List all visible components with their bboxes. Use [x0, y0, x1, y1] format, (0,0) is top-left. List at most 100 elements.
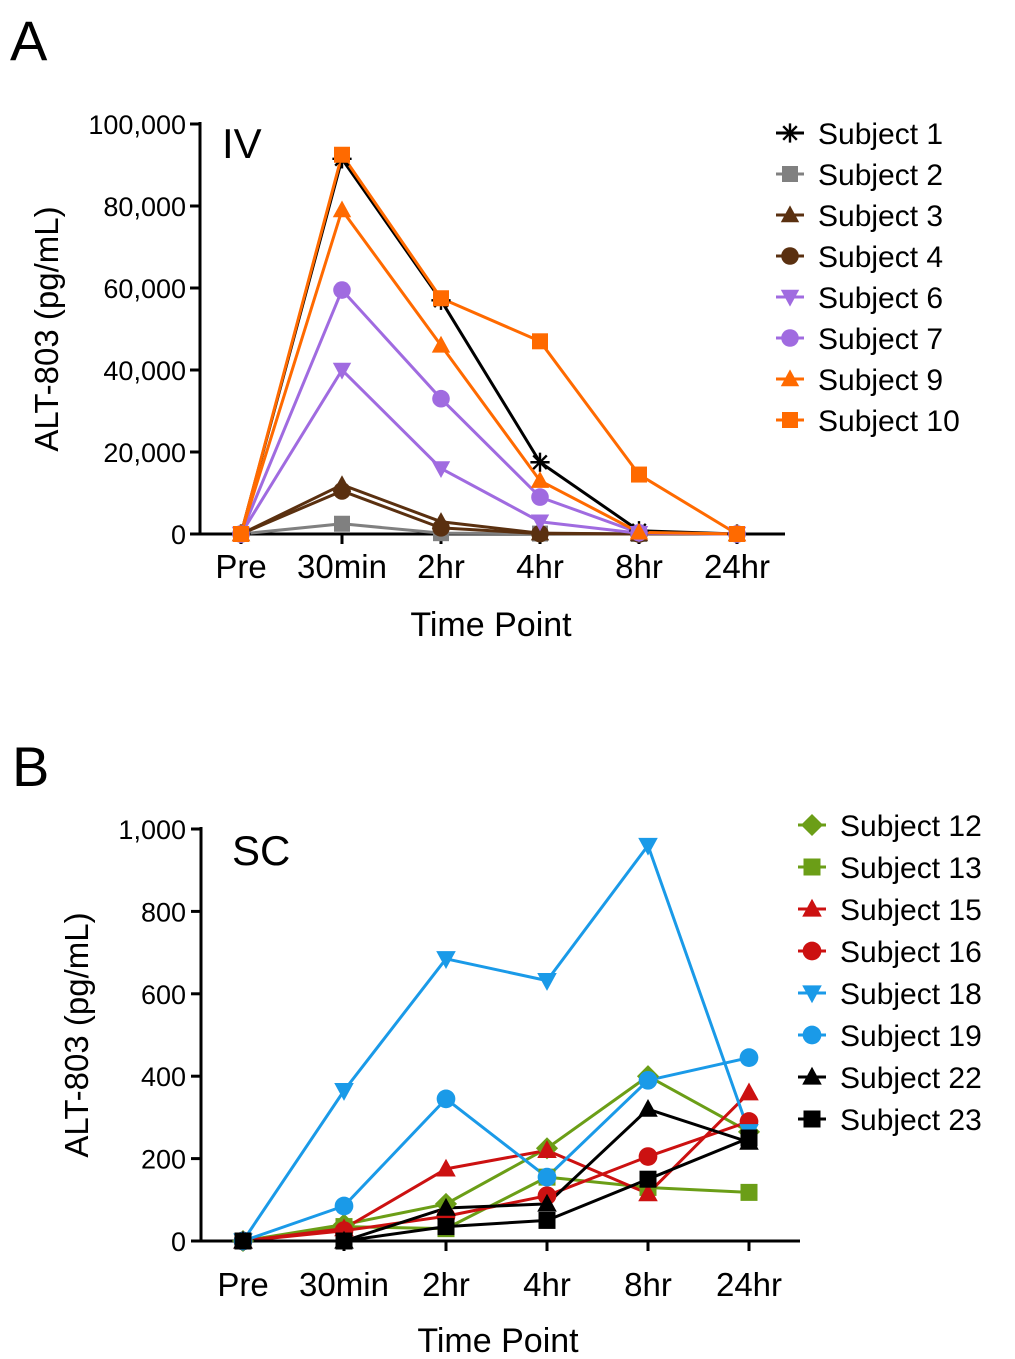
legend-item: Subject 2 — [776, 159, 943, 192]
y-tick-label: 80,000 — [103, 192, 186, 222]
legend-marker — [802, 1066, 822, 1085]
data-point-subject-18 — [436, 951, 456, 969]
legend-marker — [780, 205, 800, 223]
data-point-subject-13 — [740, 1183, 758, 1201]
y-axis-label-b: ALT-803 (pg/mL) — [58, 912, 95, 1157]
legend-marker — [780, 123, 800, 143]
data-point-subject-15 — [638, 1183, 658, 1202]
legend-marker — [802, 985, 822, 1004]
data-point-subject-19 — [334, 1196, 354, 1216]
data-point-subject-15 — [537, 1140, 557, 1159]
y-axis-label-a: ALT-803 (pg/mL) — [28, 206, 65, 451]
y-tick-label: 200 — [141, 1145, 186, 1175]
data-point-subject-7 — [432, 389, 450, 408]
y-tick-label: 800 — [141, 897, 186, 927]
data-point-subject-22 — [537, 1193, 557, 1212]
data-point-subject-4 — [333, 482, 351, 500]
y-tick-label: 400 — [141, 1062, 186, 1092]
data-point-subject-15 — [739, 1082, 759, 1101]
legend-item: Subject 22 — [798, 1062, 982, 1095]
legend-marker — [802, 941, 822, 961]
legend-marker — [781, 247, 799, 265]
x-tick-label: 4hr — [516, 548, 564, 585]
legend-marker — [780, 289, 800, 307]
legend-item: Subject 10 — [776, 405, 960, 438]
series-line-subject-10 — [239, 153, 738, 536]
data-point-subject-10 — [433, 290, 449, 307]
series-line-subject-9 — [239, 208, 738, 536]
legend-marker — [782, 412, 798, 428]
series-line-subject-18 — [241, 843, 751, 1242]
data-point-subject-23 — [437, 1218, 455, 1236]
series-line-subject-13 — [242, 1175, 750, 1243]
x-axis-label-b: Time Point — [417, 1322, 579, 1359]
data-point-subject-9 — [530, 471, 550, 488]
x-tick-label: 4hr — [523, 1266, 571, 1303]
legend: Subject 1 Subject 2 Subject 3 Subject 4 Subj… — [776, 118, 960, 438]
legend-label: Subject 22 — [840, 1062, 982, 1095]
legend: Subject 12 Subject 13 Subject 15 Subject 16… — [798, 810, 982, 1137]
annotation-a: IV — [222, 120, 262, 167]
y-tick-label: 600 — [141, 980, 186, 1010]
legend-item: Subject 4 — [776, 241, 943, 274]
legend-item: Subject 1 — [776, 118, 943, 151]
data-point-subject-10 — [233, 526, 249, 542]
data-point-subject-23 — [538, 1211, 556, 1229]
legend-marker — [803, 1110, 821, 1128]
legend-marker — [802, 1025, 822, 1045]
legend-label: Subject 4 — [818, 241, 943, 274]
y-tick-label: 40,000 — [103, 356, 186, 386]
legend-item: Subject 16 — [798, 936, 982, 969]
data-point-subject-19 — [436, 1089, 456, 1109]
panel-label-a: A — [10, 9, 48, 72]
legend-item: Subject 12 — [798, 810, 982, 843]
data-point-subject-10 — [532, 333, 548, 350]
series-line-subject-23 — [243, 1136, 750, 1243]
legend-label: Subject 10 — [818, 405, 960, 438]
series-line-subject-19 — [242, 1056, 750, 1243]
legend-item: Subject 7 — [776, 323, 943, 356]
data-point-subject-23 — [234, 1232, 252, 1250]
x-tick-label: 8hr — [624, 1266, 672, 1303]
legend-label: Subject 13 — [840, 852, 982, 885]
data-point-subject-16 — [638, 1147, 658, 1166]
data-point-subject-23 — [740, 1129, 758, 1147]
legend-item: Subject 13 — [798, 852, 982, 885]
legend-item: Subject 19 — [798, 1020, 982, 1053]
data-point-subject-18 — [334, 1082, 354, 1101]
legend-label: Subject 2 — [818, 159, 943, 192]
series-line-subject-15 — [242, 1091, 751, 1243]
legend-label: Subject 15 — [840, 894, 982, 927]
x-tick-label: Pre — [217, 1266, 268, 1303]
data-point-subject-23 — [639, 1170, 657, 1188]
data-point-subject-10 — [631, 466, 647, 483]
data-point-subject-18 — [537, 972, 557, 991]
legend-marker — [803, 858, 821, 876]
data-point-subject-6 — [431, 461, 451, 478]
legend-label: Subject 23 — [840, 1104, 982, 1137]
legend-label: Subject 12 — [840, 810, 982, 843]
data-point-subject-6 — [332, 362, 352, 380]
legend-marker — [780, 369, 800, 387]
data-point-subject-22 — [638, 1098, 658, 1117]
panel-b: B SC ALT-803 (pg/mL) Time Point 0 200 400 6… — [12, 735, 982, 1359]
x-tick-label: 30min — [299, 1266, 389, 1303]
legend-item: Subject 3 — [776, 200, 943, 233]
legend-item: Subject 23 — [798, 1104, 982, 1137]
data-point-subject-19 — [537, 1167, 557, 1187]
data-point-subject-9 — [629, 522, 649, 540]
y-tick-label: 60,000 — [103, 274, 186, 304]
legend-label: Subject 18 — [840, 978, 982, 1011]
legend-label: Subject 19 — [840, 1020, 982, 1053]
x-tick-label: 2hr — [422, 1266, 470, 1303]
data-point-subject-4 — [432, 519, 450, 537]
legend-label: Subject 7 — [818, 323, 943, 356]
panel-label-b: B — [12, 735, 49, 798]
legend-item: Subject 9 — [776, 364, 943, 397]
legend-marker — [800, 813, 824, 837]
legend-label: Subject 9 — [818, 364, 943, 397]
y-tick-label: 1,000 — [118, 815, 186, 845]
data-point-subject-19 — [638, 1070, 658, 1090]
data-point-subject-7 — [333, 281, 351, 299]
